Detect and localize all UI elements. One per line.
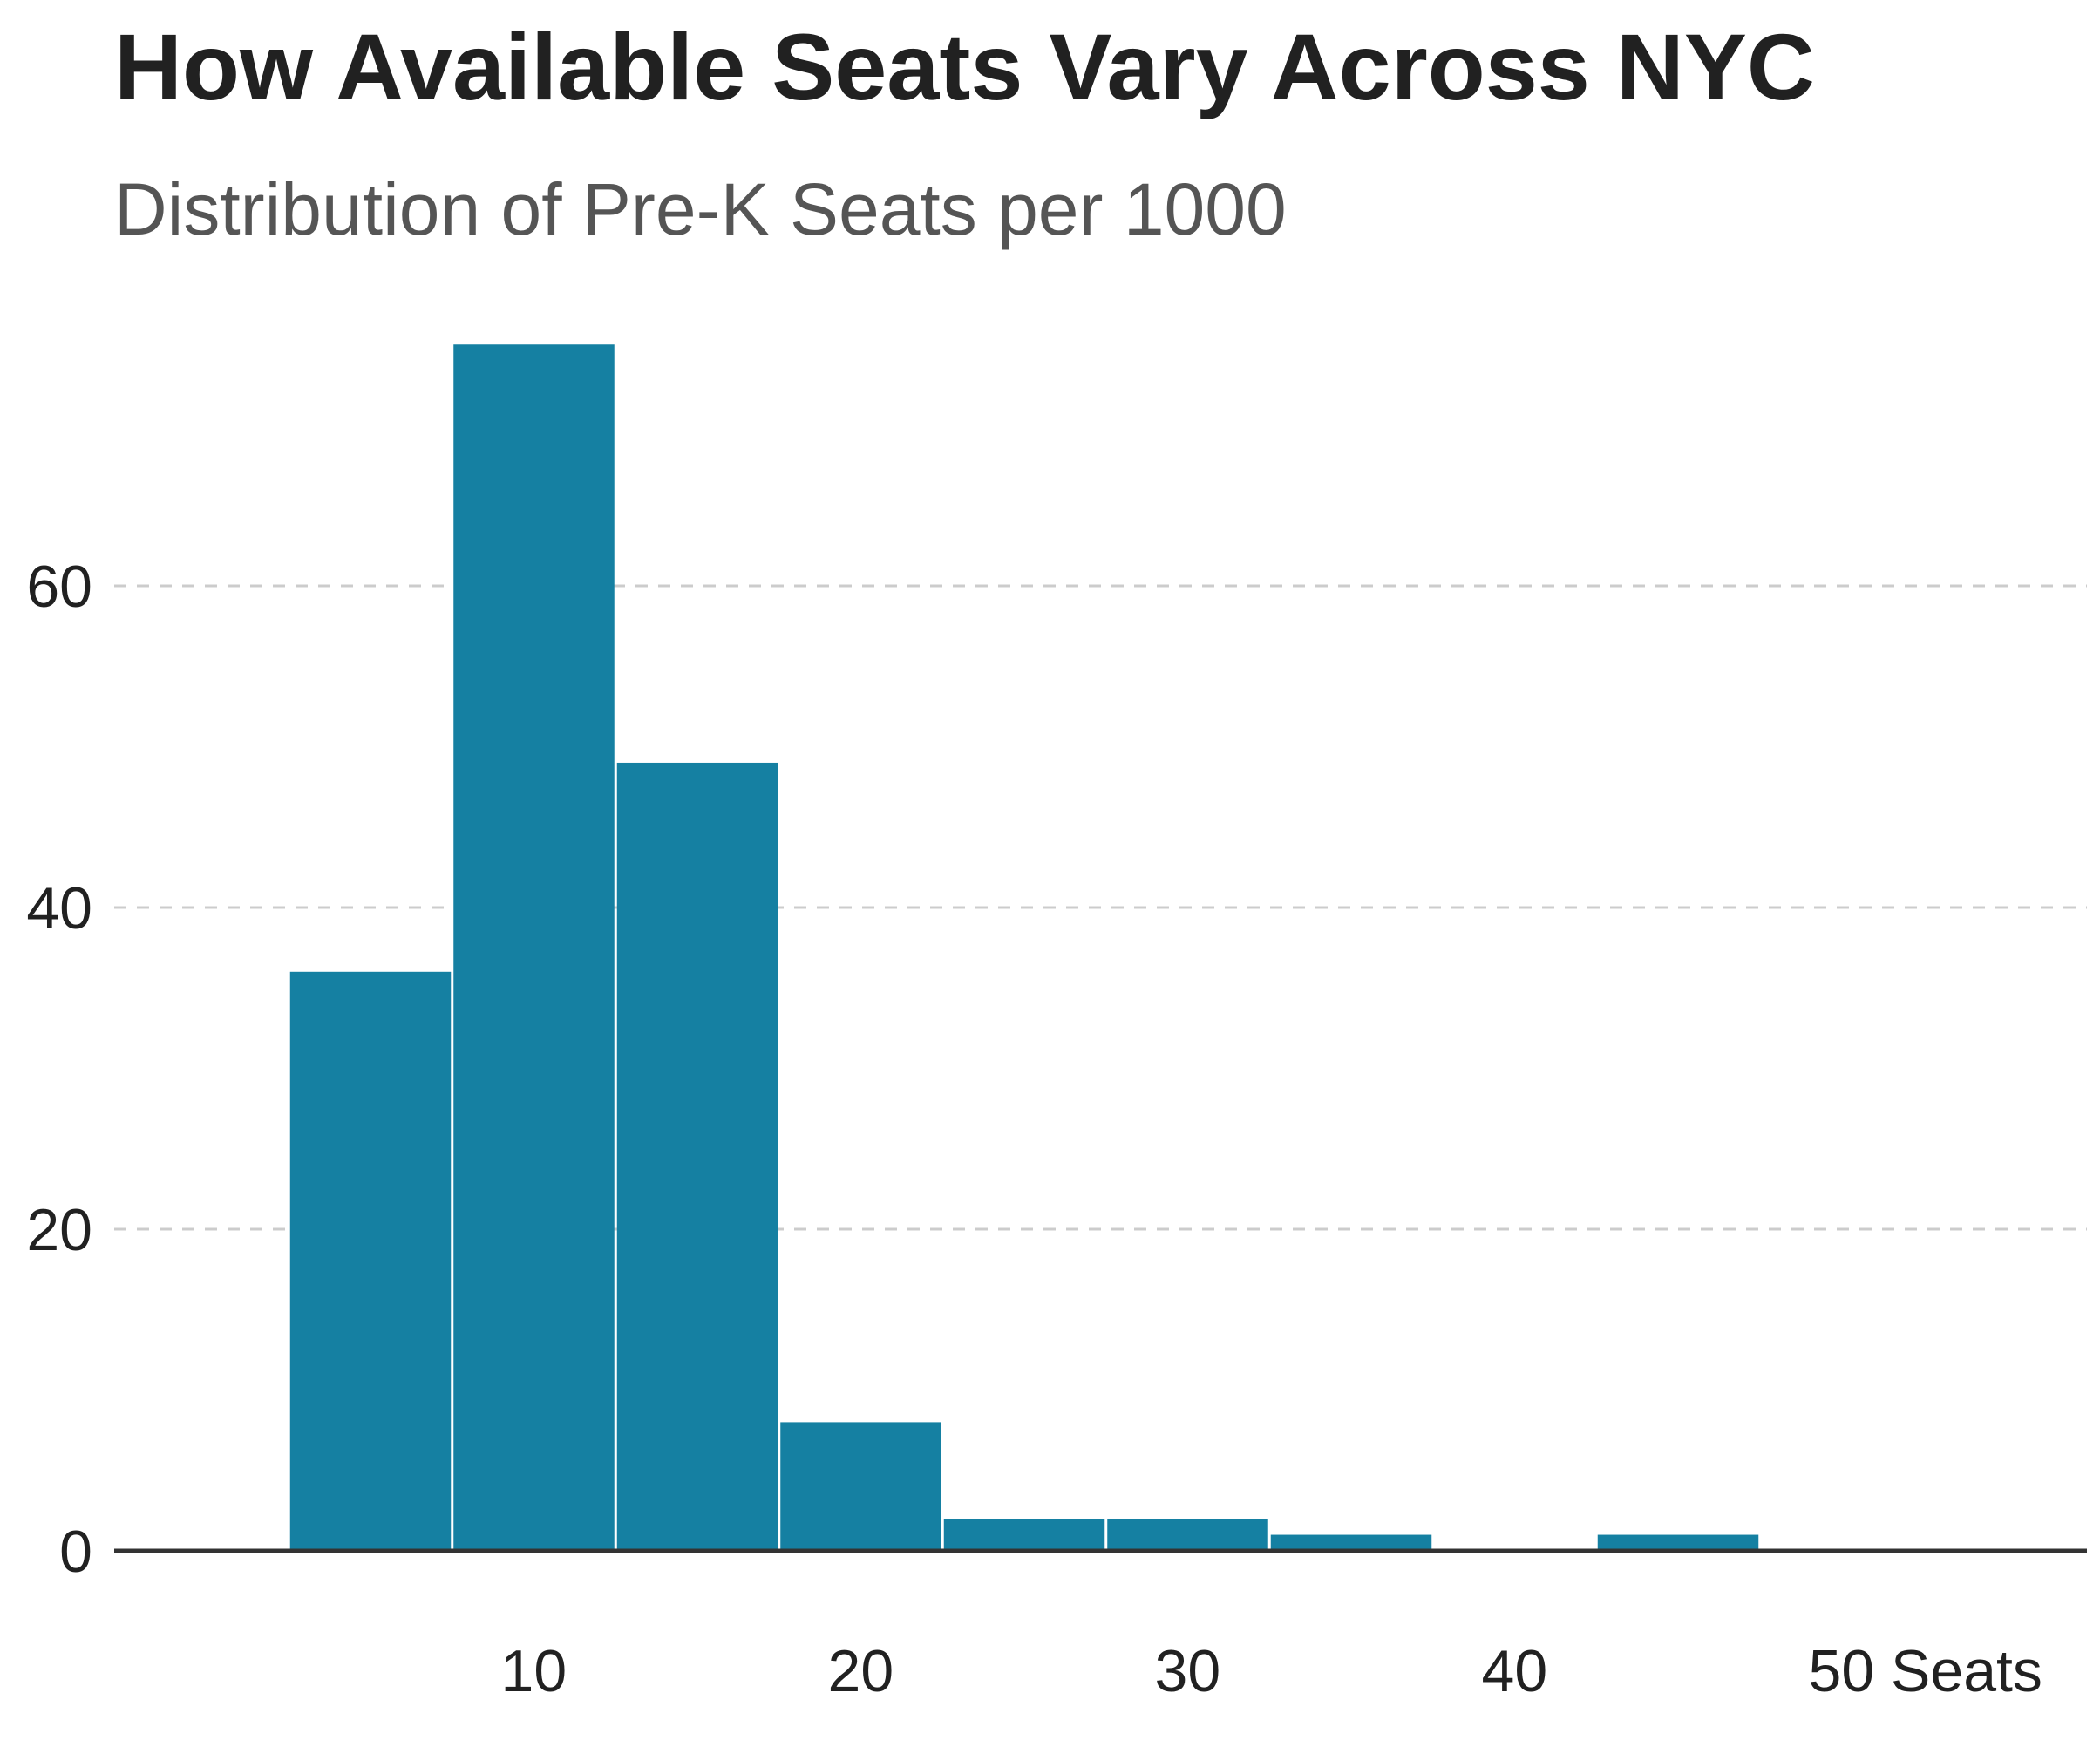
y-tick-label: 20 bbox=[26, 1197, 92, 1263]
chart-title: How Available Seats Vary Across NYC bbox=[114, 14, 1815, 119]
x-axis-tick-labels: 10 20 30 40 50 Seats bbox=[501, 1638, 2042, 1704]
histogram-bar-5 bbox=[1107, 1519, 1268, 1551]
histogram-bar-8 bbox=[1597, 1534, 1759, 1551]
x-tick-label: 50 Seats bbox=[1809, 1638, 2042, 1704]
y-tick-label: 0 bbox=[59, 1519, 92, 1585]
x-tick-label: 20 bbox=[828, 1638, 894, 1704]
y-tick-label: 40 bbox=[26, 875, 92, 942]
y-tick-label: 60 bbox=[26, 554, 92, 620]
histogram-bar-3 bbox=[780, 1422, 941, 1551]
histogram-bar-0 bbox=[289, 971, 452, 1551]
x-tick-label: 30 bbox=[1155, 1638, 1221, 1704]
x-tick-label: 40 bbox=[1482, 1638, 1548, 1704]
x-tick-label: 10 bbox=[501, 1638, 567, 1704]
histogram-bar-1 bbox=[453, 344, 615, 1551]
chart-subtitle: Distribution of Pre-K Seats per 1000 bbox=[114, 168, 1287, 250]
y-axis-tick-labels: 0 20 40 60 bbox=[26, 554, 92, 1585]
histogram-bar-6 bbox=[1270, 1534, 1432, 1551]
histogram-bar-2 bbox=[616, 762, 778, 1551]
histogram-bar-4 bbox=[943, 1519, 1105, 1551]
bars bbox=[289, 344, 1759, 1551]
